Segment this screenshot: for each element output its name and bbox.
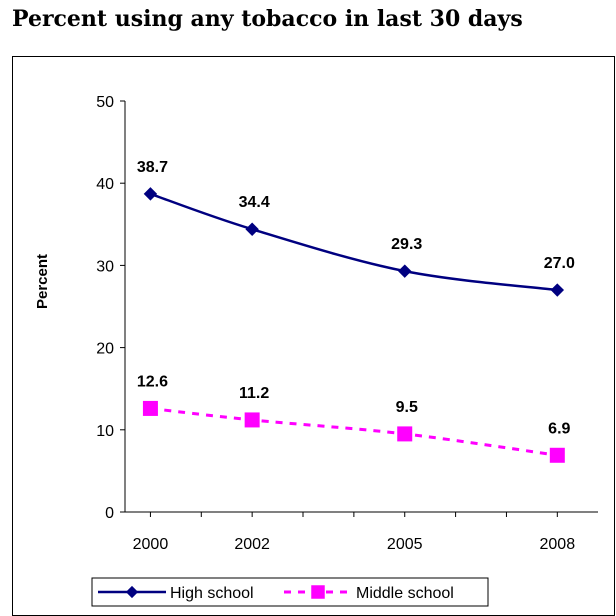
data-label: 12.6 — [137, 373, 168, 390]
series-0: 38.7 34.4 29.3 27.0 — [137, 159, 575, 297]
data-point — [398, 264, 412, 278]
data-point — [550, 283, 565, 297]
legend-label: High school — [170, 585, 254, 602]
series-layer: 38.7 34.4 29.3 27.0 12.6 11.2 9.5 6.9 — [137, 159, 575, 463]
axes: 0 10 20 30 40 50 2000 2002 2005 2008 Percent — [34, 94, 598, 553]
chart-frame — [12, 56, 615, 616]
x-tick-label: 2005 — [387, 536, 423, 553]
y-tick-label: 20 — [96, 341, 114, 358]
data-point — [245, 222, 259, 236]
data-label: 6.9 — [548, 420, 570, 437]
x-tick-label: 2000 — [133, 536, 169, 553]
y-tick-label: 0 — [105, 505, 114, 522]
legend-marker — [311, 585, 325, 599]
y-tick-label: 50 — [96, 94, 114, 111]
legend-marker — [125, 585, 139, 599]
data-point — [549, 447, 565, 463]
series-1: 12.6 11.2 9.5 6.9 — [137, 373, 571, 463]
legend: High school Middle school — [91, 577, 489, 607]
y-tick-label: 10 — [96, 423, 114, 440]
x-tick-label: 2008 — [540, 536, 576, 553]
y-tick-label: 30 — [96, 258, 114, 275]
series-line — [150, 406, 558, 457]
data-point — [397, 426, 413, 442]
legend-label: Middle school — [356, 585, 454, 602]
data-label: 9.5 — [396, 399, 418, 416]
data-label: 11.2 — [239, 385, 269, 402]
data-label: 29.3 — [391, 236, 422, 253]
data-label: 27.0 — [544, 255, 575, 272]
y-tick-label: 40 — [96, 176, 114, 193]
data-point — [142, 400, 158, 416]
data-label: 34.4 — [239, 194, 270, 211]
series-line — [150, 192, 558, 292]
data-point — [244, 412, 260, 428]
x-tick-label: 2002 — [234, 536, 270, 553]
data-point — [143, 187, 158, 201]
data-label: 38.7 — [137, 159, 168, 176]
chart-title: Percent using any tobacco in last 30 day… — [12, 6, 523, 32]
y-axis-label: Percent — [34, 254, 51, 309]
